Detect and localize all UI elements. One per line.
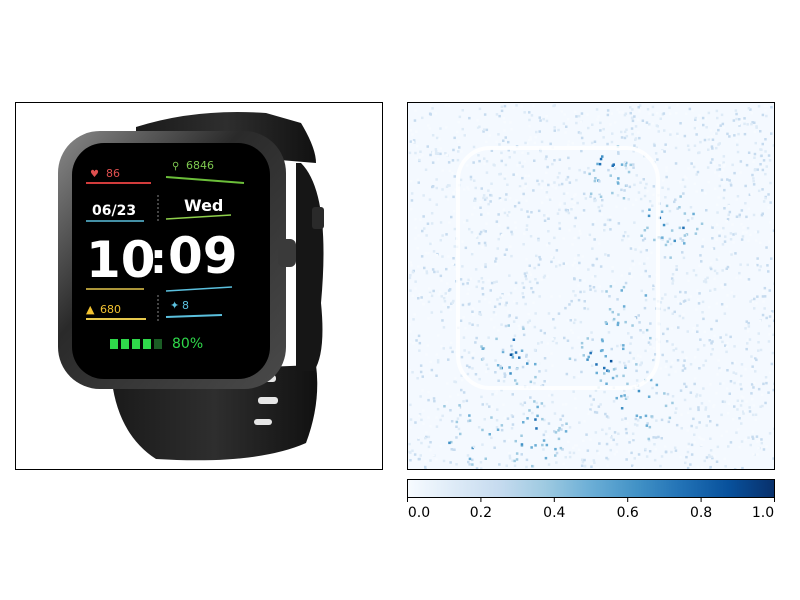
colorbar: 0.0 0.2 0.4 0.6 0.8 1.0 xyxy=(407,479,775,519)
colorbar-tick-label: 1.0 xyxy=(752,505,774,519)
activity-icon: ✦ xyxy=(170,299,179,312)
colorbar-tick-label: 0.8 xyxy=(690,505,712,519)
steps-value: 6846 xyxy=(186,159,214,172)
side-strap xyxy=(296,163,324,371)
colorbar-tick-label: 0.0 xyxy=(408,505,430,519)
colorbar-tick-label: 0.6 xyxy=(617,505,639,519)
time-hours: 10 xyxy=(86,231,156,289)
steps-bar xyxy=(165,176,245,184)
date-label: 06/23 xyxy=(92,203,136,219)
calories-value: 680 xyxy=(100,303,121,316)
side-button xyxy=(312,207,324,229)
strap-hole xyxy=(254,419,272,425)
battery-indicator xyxy=(110,339,162,349)
battery-percent: 80% xyxy=(172,336,203,352)
watch-image-panel: ♥ 86 ⚲ 6846 06/23 Wed 10 : 09 ▲ 680 ✦ 8 xyxy=(15,102,383,470)
colorbar-gradient xyxy=(407,479,775,498)
smartwatch-image: ♥ 86 ⚲ 6846 06/23 Wed 10 : 09 ▲ 680 ✦ 8 xyxy=(58,111,324,461)
deco-line xyxy=(165,286,233,292)
saliency-heatmap xyxy=(408,103,774,469)
time-colon: : xyxy=(150,234,167,283)
heart-icon: ♥ xyxy=(90,169,99,180)
steps-icon: ⚲ xyxy=(172,161,179,172)
strap-hole xyxy=(258,397,278,404)
colorbar-tick-label: 0.2 xyxy=(470,505,492,519)
colorbar-tick-label: 0.4 xyxy=(543,505,565,519)
weekday-label: Wed xyxy=(184,196,223,215)
heart-rate-value: 86 xyxy=(106,167,120,180)
time-minutes: 09 xyxy=(168,227,238,285)
saliency-map-panel xyxy=(407,102,775,470)
deco-line xyxy=(165,214,232,220)
flame-icon: ▲ xyxy=(86,303,95,316)
activity-bar xyxy=(165,314,223,318)
crown-button xyxy=(278,239,296,267)
activity-value: 8 xyxy=(182,299,189,312)
